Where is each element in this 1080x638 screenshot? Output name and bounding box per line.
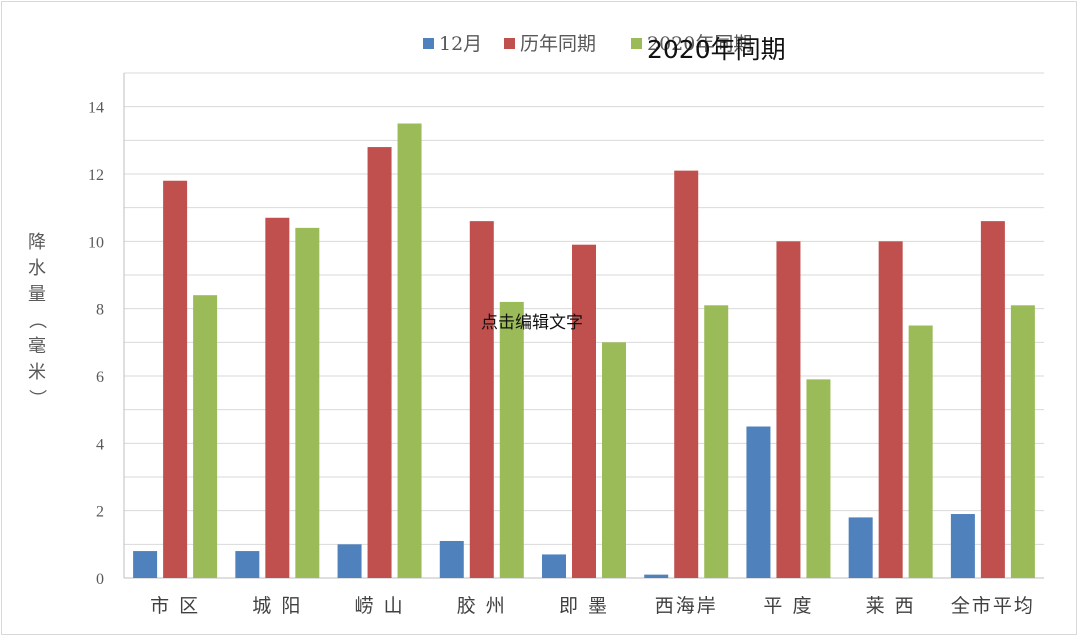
x-category-label: 即 墨: [559, 595, 609, 617]
legend-swatch: [504, 38, 515, 49]
y-tick-label: 8: [96, 302, 104, 319]
bar: [950, 514, 975, 578]
x-category-label: 莱 西: [866, 595, 916, 617]
bar: [499, 301, 524, 578]
bar: [469, 221, 494, 578]
x-category-label: 城 阳: [252, 595, 302, 617]
bar: [439, 540, 464, 578]
bar: [397, 123, 422, 578]
edit-text-placeholder[interactable]: 点击编辑文字: [481, 313, 583, 333]
overlay-title-text[interactable]: 2020年同期: [647, 35, 786, 64]
bar: [295, 227, 320, 578]
bar: [337, 544, 362, 578]
y-tick-label: 0: [96, 571, 104, 588]
y-axis-label-char: 米: [28, 362, 46, 383]
bar: [235, 551, 260, 578]
x-category-labels: 市 区 城 阳 崂 山 胶 州 即 墨 西海岸 平 度 莱 西 全市平均: [150, 595, 1035, 617]
bar: [806, 379, 831, 578]
bars: [133, 123, 1035, 579]
legend-entry-label: 历年同期: [520, 33, 596, 55]
y-axis-label-char: 量: [28, 284, 46, 305]
bar: [602, 342, 626, 578]
y-axis-label-char: （: [26, 311, 47, 329]
bar: [776, 241, 801, 579]
x-category-label: 崂 山: [355, 595, 405, 617]
x-category-label: 市 区: [150, 595, 200, 617]
bar: [133, 551, 158, 578]
legend-swatch: [423, 38, 434, 49]
y-axis-label: 降水量 （ 毫米 ）: [26, 232, 47, 407]
legend: 12月 历年同期 2020年同期: [423, 33, 752, 55]
bar: [704, 305, 729, 578]
bar: [908, 325, 933, 578]
x-category-label: 西海岸: [655, 595, 718, 617]
bar: [746, 426, 771, 578]
bar: [878, 241, 903, 579]
y-axis-label-char: 水: [28, 258, 46, 279]
y-tick-label: 4: [96, 436, 104, 453]
x-category-label: 胶 州: [457, 595, 507, 617]
bar: [848, 517, 873, 578]
y-tick-label: 10: [88, 234, 104, 251]
x-category-label: 全市平均: [951, 595, 1035, 617]
bar: [644, 574, 669, 578]
legend-entry-label: 2020年同期: [647, 33, 752, 55]
bar: [193, 295, 218, 578]
bar: [163, 180, 188, 578]
x-category-label: 平 度: [763, 595, 813, 617]
y-tick-label: 14: [88, 100, 104, 117]
bar: [265, 217, 290, 578]
y-axis-label-char: 降: [28, 232, 46, 253]
legend-swatch: [631, 38, 642, 49]
y-tick-label: 12: [88, 167, 104, 184]
y-tick-label: 6: [96, 369, 104, 386]
y-axis-label-char: 毫: [28, 336, 46, 357]
bar: [542, 554, 566, 578]
legend-entry-label: 12月: [439, 33, 482, 55]
bar: [1010, 305, 1035, 578]
y-tick-label: 2: [96, 504, 104, 521]
y-tick-labels: 0 2 4 6 8 10 12 14: [88, 100, 104, 588]
bar: [367, 147, 392, 579]
bar: [572, 244, 596, 578]
bar: [674, 170, 699, 578]
y-axis-label-char: ）: [26, 389, 47, 407]
bar: [980, 221, 1005, 578]
